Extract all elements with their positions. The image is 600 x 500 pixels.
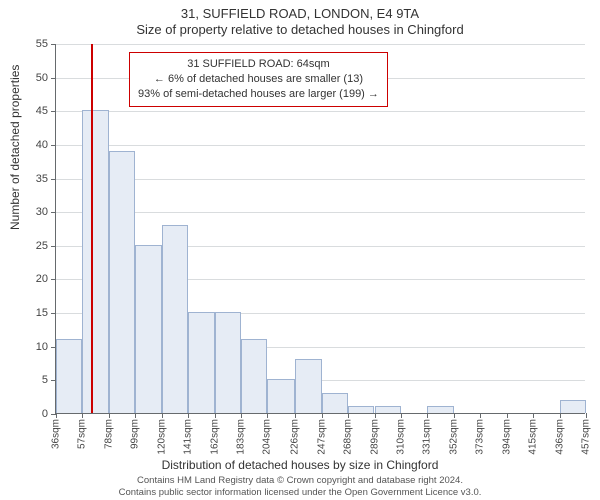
x-tick-label: 141sqm xyxy=(183,419,194,455)
x-tick-mark xyxy=(560,413,561,418)
x-tick-mark xyxy=(401,413,402,418)
x-tick-mark xyxy=(82,413,83,418)
gridline xyxy=(56,179,585,180)
histogram-bar xyxy=(82,110,108,413)
x-tick-label: 394sqm xyxy=(501,419,512,455)
y-tick-mark xyxy=(51,313,56,314)
x-tick-label: 457sqm xyxy=(581,419,592,455)
annotation-line: 31 SUFFIELD ROAD: 64sqm xyxy=(138,57,379,72)
x-tick-label: 247sqm xyxy=(316,419,327,455)
gridline xyxy=(56,111,585,112)
y-axis-label: Number of detached properties xyxy=(8,65,22,230)
x-tick-mark xyxy=(241,413,242,418)
y-tick-mark xyxy=(51,246,56,247)
x-tick-label: 373sqm xyxy=(475,419,486,455)
x-tick-mark xyxy=(507,413,508,418)
x-tick-label: 57sqm xyxy=(77,419,88,449)
x-tick-mark xyxy=(480,413,481,418)
chart-container: 31, SUFFIELD ROAD, LONDON, E4 9TA Size o… xyxy=(0,0,600,500)
y-tick-mark xyxy=(51,212,56,213)
y-tick-label: 20 xyxy=(36,273,48,285)
histogram-bar xyxy=(135,245,161,413)
histogram-bar xyxy=(560,400,586,413)
histogram-bar xyxy=(267,379,295,413)
plot-region: 051015202530354045505536sqm57sqm78sqm99s… xyxy=(55,44,585,414)
y-tick-label: 25 xyxy=(36,240,48,252)
y-tick-label: 50 xyxy=(36,72,48,84)
x-tick-mark xyxy=(162,413,163,418)
x-tick-mark xyxy=(188,413,189,418)
histogram-bar xyxy=(56,339,82,413)
y-tick-mark xyxy=(51,44,56,45)
x-tick-mark xyxy=(348,413,349,418)
x-tick-label: 331sqm xyxy=(422,419,433,455)
y-tick-mark xyxy=(51,111,56,112)
gridline xyxy=(56,44,585,45)
y-tick-label: 40 xyxy=(36,139,48,151)
x-tick-mark xyxy=(135,413,136,418)
annotation-box: 31 SUFFIELD ROAD: 64sqm← 6% of detached … xyxy=(129,52,388,107)
x-tick-label: 78sqm xyxy=(103,419,114,449)
x-axis-label: Distribution of detached houses by size … xyxy=(0,458,600,472)
x-tick-mark xyxy=(322,413,323,418)
gridline xyxy=(56,145,585,146)
x-tick-label: 120sqm xyxy=(156,419,167,455)
chart-title-line2: Size of property relative to detached ho… xyxy=(0,22,600,39)
y-tick-label: 45 xyxy=(36,105,48,117)
gridline xyxy=(56,212,585,213)
x-tick-label: 352sqm xyxy=(448,419,459,455)
histogram-bar xyxy=(295,359,321,413)
x-tick-label: 310sqm xyxy=(395,419,406,455)
footer-line2: Contains public sector information licen… xyxy=(0,487,600,498)
histogram-bar xyxy=(162,225,188,413)
x-tick-label: 289sqm xyxy=(369,419,380,455)
x-tick-mark xyxy=(586,413,587,418)
x-tick-label: 268sqm xyxy=(343,419,354,455)
y-tick-mark xyxy=(51,78,56,79)
x-tick-mark xyxy=(267,413,268,418)
footer-line1: Contains HM Land Registry data © Crown c… xyxy=(0,475,600,486)
x-tick-mark xyxy=(427,413,428,418)
histogram-bar xyxy=(188,312,214,413)
y-tick-mark xyxy=(51,145,56,146)
y-tick-label: 30 xyxy=(36,206,48,218)
x-tick-label: 226sqm xyxy=(290,419,301,455)
y-tick-label: 10 xyxy=(36,341,48,353)
x-tick-label: 36sqm xyxy=(51,419,62,449)
x-tick-mark xyxy=(295,413,296,418)
histogram-bar xyxy=(348,406,374,413)
histogram-bar xyxy=(215,312,241,413)
histogram-bar xyxy=(241,339,267,413)
histogram-bar xyxy=(375,406,401,413)
reference-line xyxy=(91,44,93,413)
x-tick-mark xyxy=(375,413,376,418)
x-tick-label: 415sqm xyxy=(528,419,539,455)
y-tick-label: 15 xyxy=(36,307,48,319)
histogram-bar xyxy=(109,151,135,413)
x-tick-label: 436sqm xyxy=(554,419,565,455)
x-tick-label: 99sqm xyxy=(130,419,141,449)
x-tick-label: 183sqm xyxy=(236,419,247,455)
histogram-bar xyxy=(427,406,453,413)
x-tick-mark xyxy=(56,413,57,418)
x-tick-mark xyxy=(454,413,455,418)
x-tick-label: 204sqm xyxy=(262,419,273,455)
x-tick-label: 162sqm xyxy=(209,419,220,455)
histogram-bar xyxy=(322,393,348,413)
y-tick-label: 0 xyxy=(42,408,48,420)
footer-attribution: Contains HM Land Registry data © Crown c… xyxy=(0,475,600,498)
x-tick-mark xyxy=(533,413,534,418)
y-tick-mark xyxy=(51,279,56,280)
y-tick-label: 35 xyxy=(36,173,48,185)
chart-title-line1: 31, SUFFIELD ROAD, LONDON, E4 9TA xyxy=(0,0,600,22)
y-tick-mark xyxy=(51,179,56,180)
y-tick-label: 5 xyxy=(42,374,48,386)
y-tick-label: 55 xyxy=(36,38,48,50)
x-tick-mark xyxy=(109,413,110,418)
x-tick-mark xyxy=(215,413,216,418)
annotation-line: 93% of semi-detached houses are larger (… xyxy=(138,87,379,102)
chart-area: 051015202530354045505536sqm57sqm78sqm99s… xyxy=(55,44,585,414)
annotation-line: ← 6% of detached houses are smaller (13) xyxy=(138,72,379,87)
